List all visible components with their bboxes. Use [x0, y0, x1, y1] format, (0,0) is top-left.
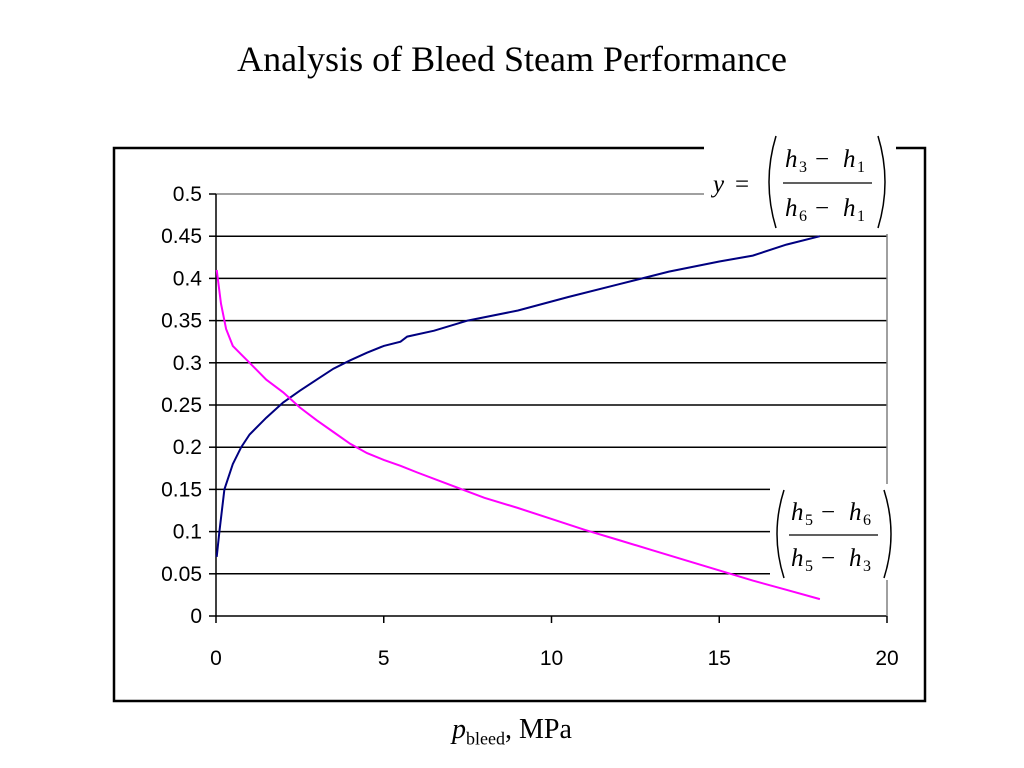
eq2-den-sub5: 5	[805, 558, 813, 575]
eq-den-minus: −	[815, 195, 829, 222]
x-tick-label: 0	[210, 647, 222, 670]
y-tick-label: 0.35	[161, 310, 202, 333]
eq-den-sub6: 6	[799, 208, 807, 225]
x-axis-var: p	[452, 714, 467, 745]
eq2-den-h5: h	[791, 545, 804, 572]
y-tick-label: 0	[190, 605, 202, 628]
x-axis-title: pbleed, MPa	[0, 714, 1024, 750]
eq-equals: =	[735, 171, 749, 198]
eq-den-h6: h	[785, 195, 798, 222]
chart-frame	[112, 146, 927, 703]
series-group	[215, 235, 821, 601]
y-tick-label: 0.15	[161, 478, 202, 501]
series-line-1	[215, 235, 821, 558]
eq-num-h3: h	[785, 146, 798, 173]
x-tick-label: 5	[378, 647, 390, 670]
series-line-2	[215, 269, 821, 601]
y-tick-label: 0.3	[173, 352, 202, 375]
eq-num-sub3: 3	[799, 159, 807, 176]
eq-num-sub1: 1	[857, 159, 865, 176]
x-tick-label: 15	[708, 647, 731, 670]
eq-y-var: y	[710, 171, 725, 198]
y-tick-label: 0.4	[173, 267, 203, 290]
y-tick-label: 0.5	[173, 183, 202, 206]
eq2-num-minus: −	[821, 499, 835, 526]
equation-label-y: y = h 3 − h 1 h 6 − h 1	[704, 130, 896, 234]
equation-label-pink: h 5 − h 6 h 5 − h 3	[770, 484, 900, 580]
eq2-den-sub3: 3	[863, 558, 871, 575]
eq-num-minus: −	[815, 146, 829, 173]
x-axis-ticks: 0 5 10 15 20	[210, 616, 899, 670]
eq2-num-h5: h	[791, 499, 804, 526]
y-tick-label: 0.45	[161, 225, 202, 248]
x-axis-unit: , MPa	[505, 714, 572, 745]
eq2-den-minus: −	[821, 545, 835, 572]
y-tick-label: 0.05	[161, 563, 202, 586]
y-tick-label: 0.1	[173, 521, 202, 544]
eq-den-h1: h	[843, 195, 856, 222]
eq2-num-sub5: 5	[805, 512, 813, 529]
y-tick-label: 0.25	[161, 394, 202, 417]
y-axis-ticks: 0 0.05 0.1 0.15 0.2 0.25 0.3 0.35 0.4 0.45 0.5	[161, 183, 216, 628]
x-tick-label: 10	[540, 647, 563, 670]
y-tick-label: 0.2	[173, 436, 202, 459]
chart-title: Analysis of Bleed Steam Performance	[237, 39, 787, 79]
x-axis-sub: bleed	[466, 728, 506, 749]
eq2-num-sub6: 6	[863, 512, 871, 529]
eq2-num-h6: h	[849, 499, 862, 526]
eq-num-h1: h	[843, 146, 856, 173]
x-tick-label: 20	[875, 647, 898, 670]
eq-den-sub1: 1	[857, 208, 865, 225]
eq2-den-h3: h	[849, 545, 862, 572]
